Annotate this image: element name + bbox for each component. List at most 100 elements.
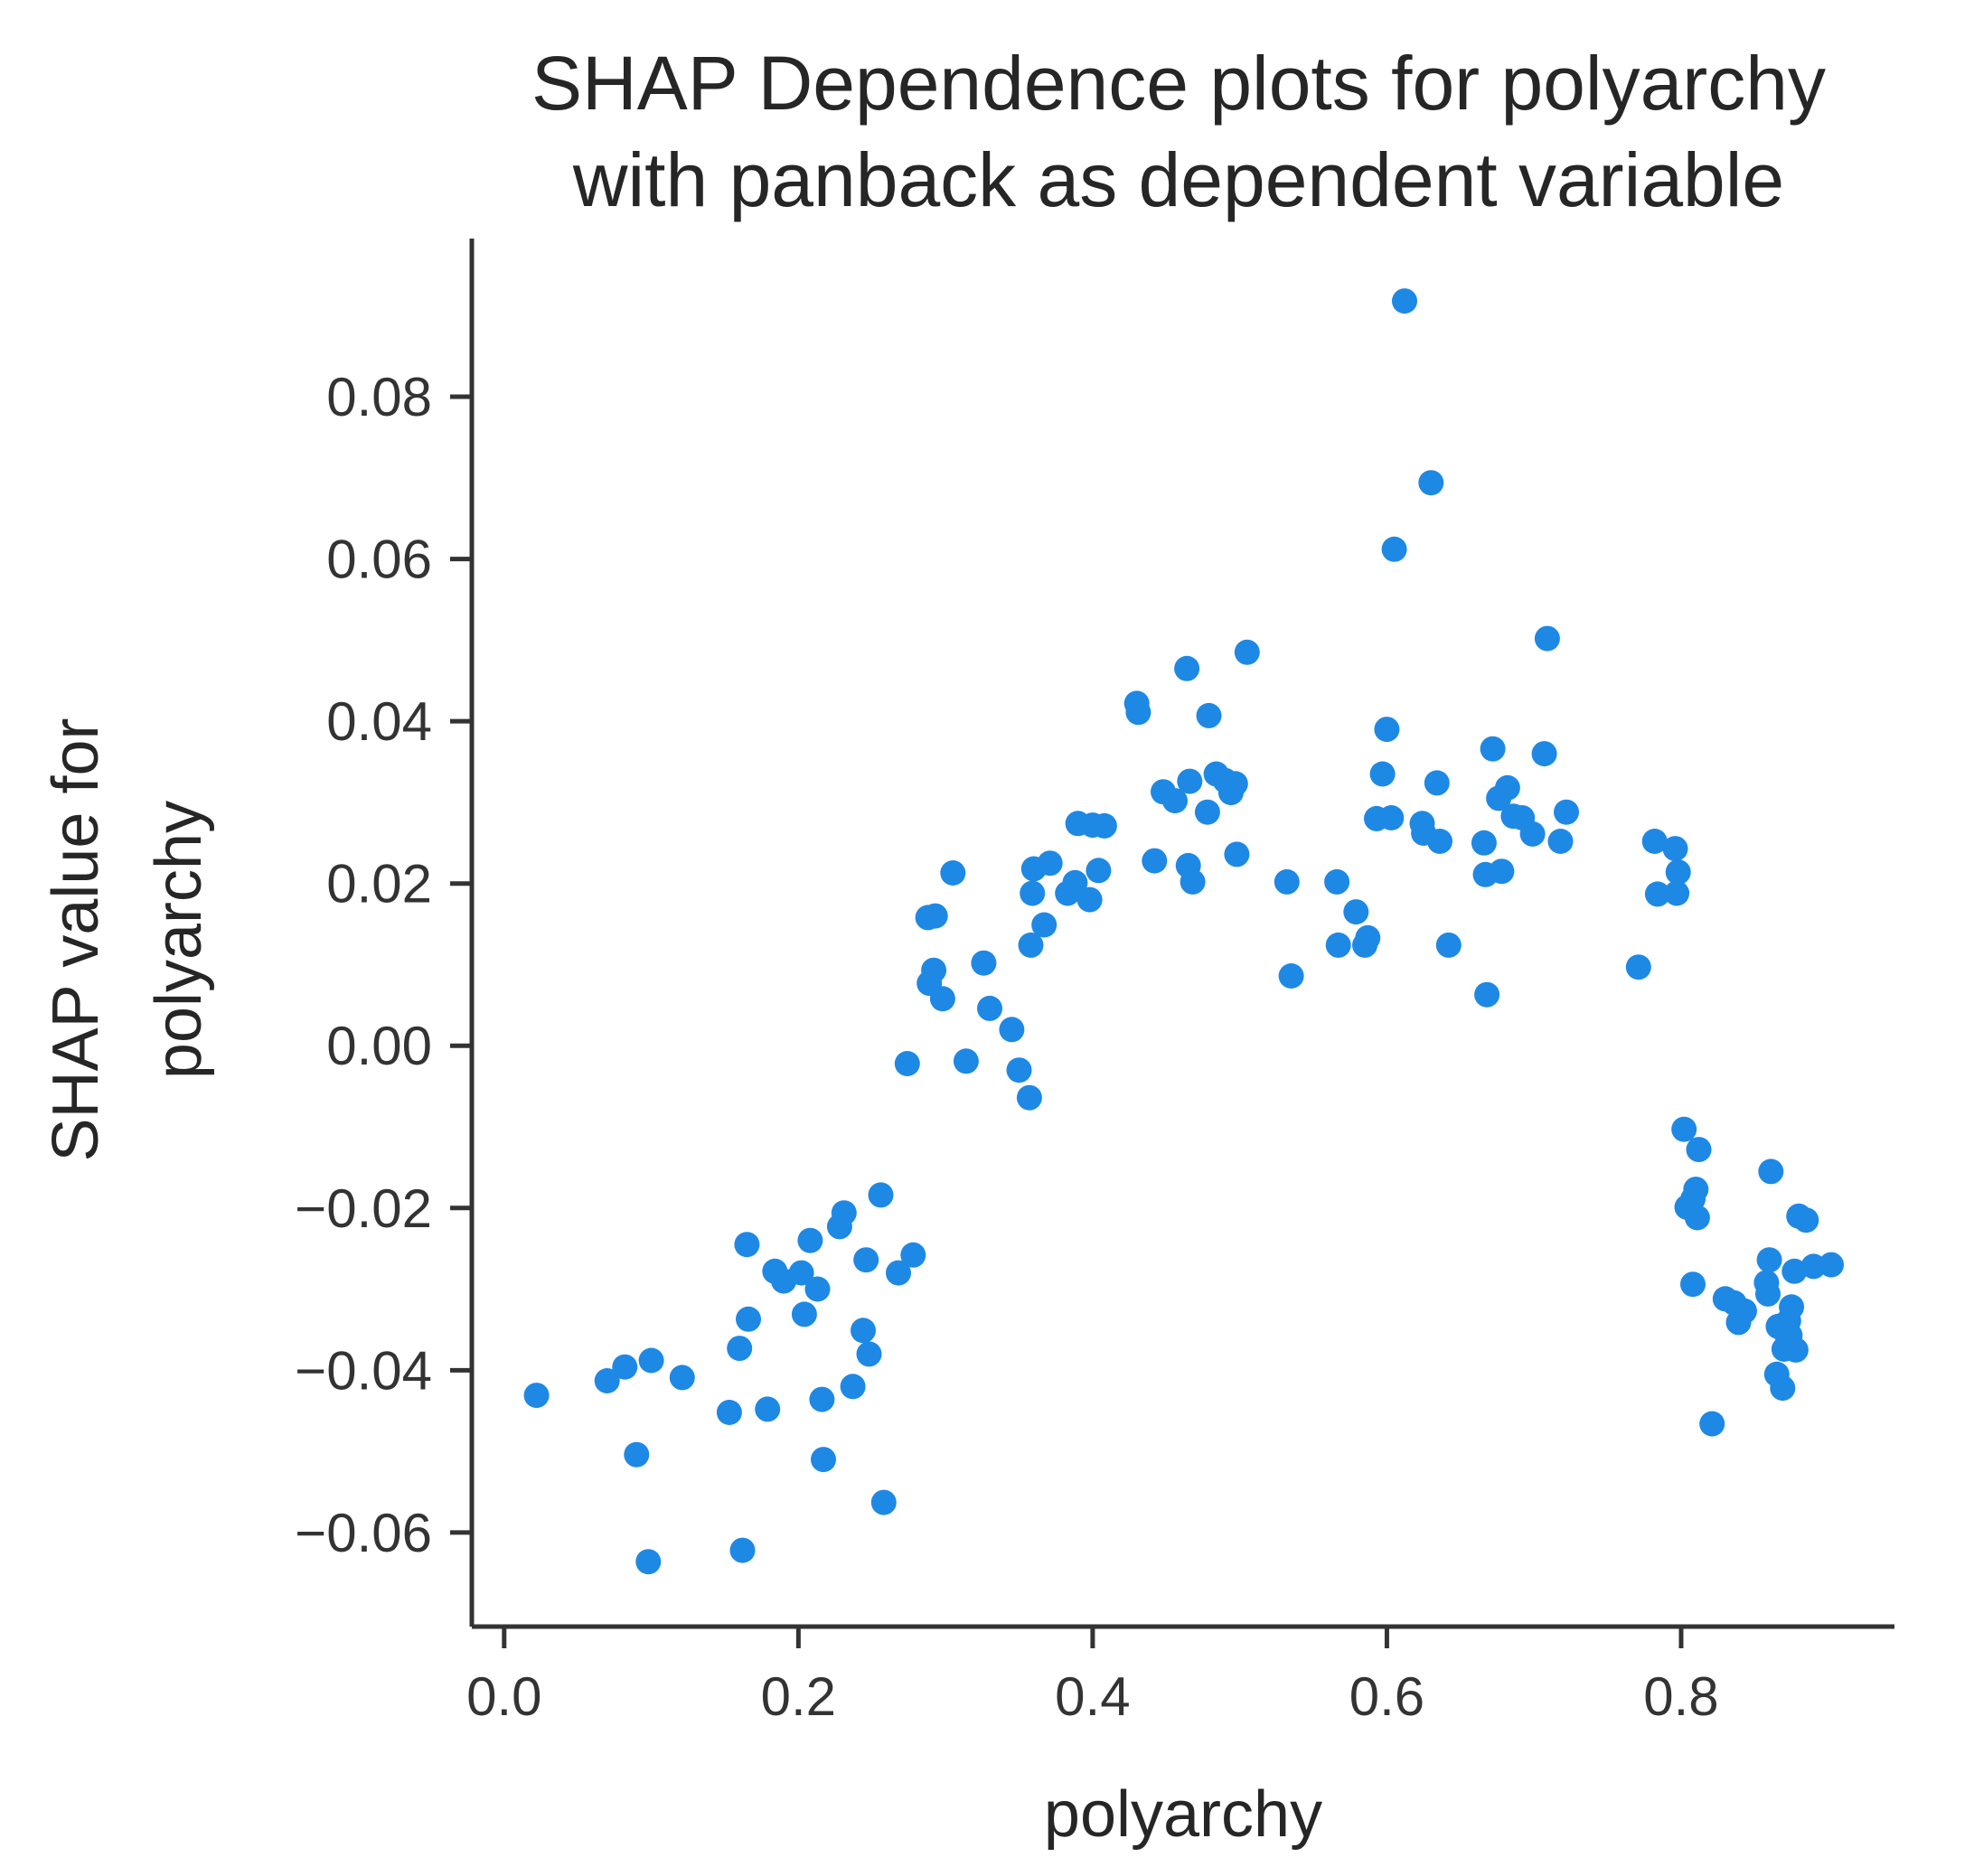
scatter-point (1325, 932, 1351, 958)
y-tick-label: −0.02 (295, 1178, 432, 1239)
scatter-point (856, 1341, 882, 1367)
scatter-point (1018, 932, 1044, 958)
scatter-point (929, 986, 955, 1012)
scatter-point (1381, 536, 1407, 562)
scatter-point (1224, 841, 1250, 868)
scatter-point (1424, 770, 1450, 796)
scatter-point (1755, 1280, 1781, 1307)
scatter-point (1278, 963, 1304, 989)
scatter-point (755, 1396, 781, 1422)
scatter-point (612, 1354, 638, 1380)
scatter-point (1125, 699, 1152, 726)
scatter-point (788, 1260, 814, 1286)
scatter-point (1819, 1252, 1844, 1278)
scatter-point (1378, 805, 1405, 830)
scatter-point (977, 995, 1002, 1021)
scatter-point (1756, 1247, 1782, 1273)
scatter-point (1531, 741, 1557, 767)
x-tick-label: 0.6 (1349, 1666, 1424, 1727)
scatter-point (940, 860, 966, 886)
scatter-point (1641, 829, 1668, 854)
x-tick-label: 0.0 (466, 1666, 541, 1727)
scatter-point (791, 1301, 817, 1327)
scatter-point (1174, 655, 1200, 681)
scatter-point (1547, 829, 1574, 854)
scatter-point (1234, 639, 1260, 665)
scatter-point (1680, 1271, 1706, 1298)
scatter-point (1665, 859, 1691, 886)
y-tick-label: 0.00 (326, 1016, 432, 1076)
scatter-point (1091, 812, 1117, 839)
chart-title: SHAP Dependence plots for polyarchy with… (531, 41, 1826, 222)
scatter-point (1471, 830, 1497, 856)
scatter-point (1016, 1084, 1042, 1111)
scatter-point (1324, 868, 1350, 895)
scatter-point (1076, 886, 1103, 913)
scatter-point (1435, 932, 1462, 958)
scatter-point (1369, 761, 1396, 787)
scatter-point (1699, 1411, 1725, 1437)
scatter-point (638, 1347, 664, 1374)
scatter-point (1519, 821, 1546, 847)
scatter-point (971, 950, 997, 976)
x-tick-label: 0.2 (761, 1666, 836, 1727)
scatter-point (1418, 470, 1444, 496)
scatter-point (669, 1365, 695, 1391)
scatter-point (635, 1549, 662, 1575)
scatter-point (1480, 736, 1506, 762)
scatter-point (840, 1374, 866, 1400)
scatter-point (1664, 880, 1690, 906)
scatter-point (953, 1048, 979, 1074)
scatter-point (1489, 858, 1515, 885)
y-tick-label: −0.04 (295, 1340, 432, 1401)
scatter-point (1662, 836, 1688, 862)
x-tick-label: 0.8 (1643, 1666, 1718, 1727)
scatter-point (1031, 912, 1058, 938)
scatter-point (1474, 981, 1500, 1008)
scatter-point (797, 1227, 823, 1253)
y-tick-label: 0.02 (326, 854, 432, 915)
scatter-point (870, 1489, 897, 1515)
scatter-point (831, 1200, 857, 1226)
scatter-point (853, 1247, 879, 1273)
scatter-point (1162, 788, 1188, 814)
y-axis-label-line-2: polyarchy (143, 801, 215, 1079)
scatter-point (1779, 1294, 1805, 1320)
scatter-point (1684, 1205, 1710, 1231)
scatter-point (1427, 829, 1452, 854)
scatter-point (811, 1447, 836, 1473)
scatter-point (1683, 1177, 1709, 1203)
scatter-points (523, 288, 1844, 1575)
scatter-point (1194, 799, 1220, 825)
y-tick-label: 0.04 (326, 691, 432, 752)
scatter-point (900, 1242, 926, 1268)
scatter-point (1355, 924, 1381, 951)
scatter-point (727, 1336, 753, 1362)
scatter-point (1534, 625, 1560, 652)
scatter-point (804, 1276, 831, 1302)
scatter-point (1554, 799, 1579, 825)
x-tick-label: 0.4 (1055, 1666, 1130, 1727)
scatter-point (1180, 868, 1206, 895)
scatter-point (1196, 702, 1222, 728)
scatter-point (1732, 1298, 1757, 1324)
y-axis-label: SHAP value for polyarchy (40, 718, 215, 1162)
x-axis-label: polyarchy (1044, 1778, 1322, 1851)
scatter-point (736, 1306, 761, 1332)
scatter-point (624, 1441, 650, 1468)
y-tick-label: 0.08 (326, 367, 432, 427)
scatter-point (1062, 869, 1088, 896)
scatter-point (999, 1017, 1025, 1043)
scatter-point (1686, 1137, 1712, 1163)
scatter-point (1782, 1337, 1809, 1363)
scatter-point (1343, 899, 1369, 925)
scatter-point (594, 1368, 620, 1393)
scatter-point (921, 957, 947, 983)
scatter-point (1020, 880, 1046, 906)
y-axis-ticks: −0.06 −0.04 −0.02 0.00 0.02 0.04 0.06 0.08 (295, 367, 472, 1563)
scatter-point (1781, 1258, 1808, 1284)
scatter-point (1006, 1057, 1032, 1083)
scatter-point (886, 1260, 911, 1286)
scatter-point (716, 1400, 742, 1425)
